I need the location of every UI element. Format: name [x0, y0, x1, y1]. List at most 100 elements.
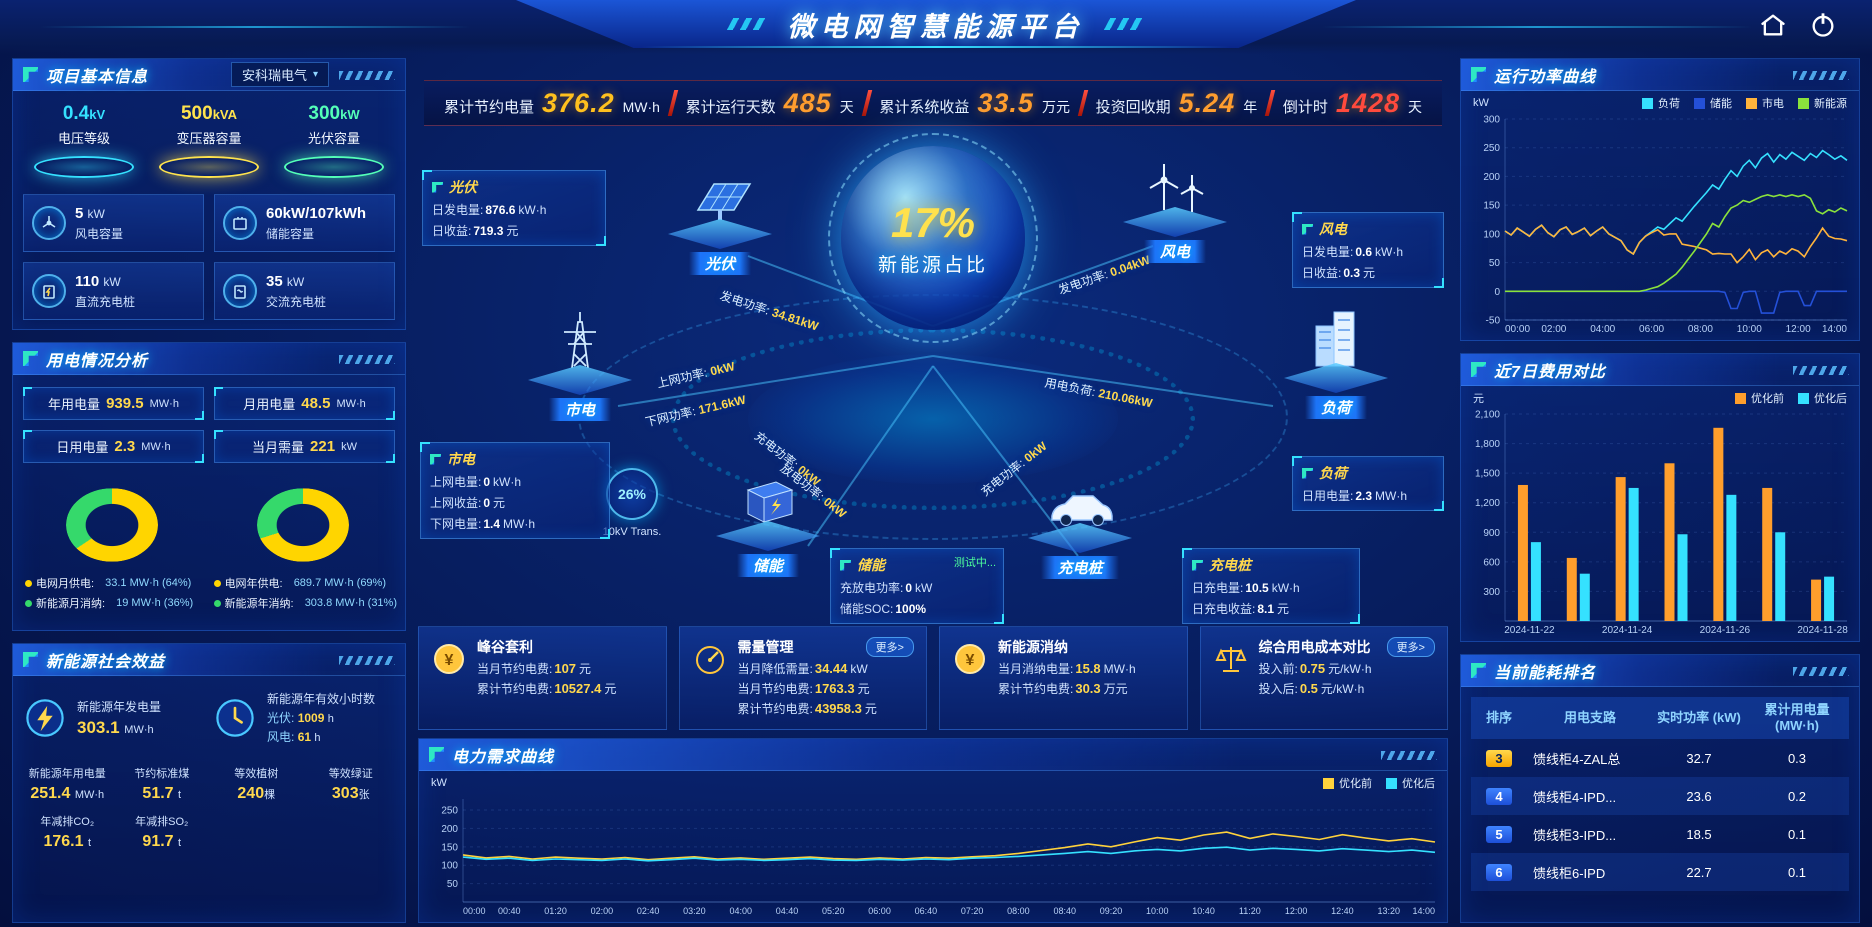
svg-text:02:00: 02:00 — [591, 906, 614, 916]
card-row: 当月降低需量: 34.44 kW — [738, 660, 915, 677]
infobox-storage-title: 储能 — [840, 555, 994, 575]
row-value: 100% — [895, 602, 927, 616]
row-key: 日充电收益: — [1192, 602, 1256, 616]
metric-cell: 新能源年用电量 251.4 MW·h — [23, 765, 112, 803]
dc-charger-icon — [32, 274, 66, 308]
disc-pv-unit: kW — [340, 107, 360, 122]
svg-text:-50: -50 — [1486, 316, 1501, 327]
cell-power: 18.5 — [1686, 826, 1712, 842]
row-unit: 元 — [864, 702, 877, 716]
solar-panel-icon — [696, 183, 752, 220]
node-platform — [1123, 207, 1227, 237]
kpi-value: 33.5 — [977, 87, 1034, 118]
legend-item-before[interactable]: 优化前 — [1735, 390, 1784, 406]
cell-branch: 馈线柜4-IPD... — [1533, 789, 1617, 805]
row-unit: 元 — [1363, 266, 1376, 280]
legend-item-storage[interactable]: 储能 — [1694, 95, 1732, 111]
kpi-unit: 天 — [839, 98, 854, 115]
svg-text:0: 0 — [1494, 287, 1500, 298]
svg-text:¥: ¥ — [966, 652, 975, 669]
metric-label: 等效植树 — [234, 768, 279, 780]
svg-text:02:40: 02:40 — [637, 906, 660, 916]
row-key: 当月消纳电量: — [998, 662, 1074, 676]
power-button[interactable] — [1808, 11, 1838, 41]
company-select[interactable]: 安科瑞电气 ▾ — [230, 62, 329, 87]
svg-text:12:00: 12:00 — [1786, 324, 1811, 335]
svg-text:250: 250 — [1483, 143, 1500, 154]
cell-power: 23.6 — [1686, 788, 1712, 804]
col-header-branch: 用电支路 — [1563, 709, 1616, 725]
table-row[interactable]: 6 馈线柜6-IPD 22.7 0.1 — [1471, 853, 1849, 891]
legend-label: 新能源年消纳: — [224, 598, 294, 610]
row-key: 日收益: — [432, 224, 472, 238]
row-key: 累计节约电费: — [998, 682, 1074, 696]
legend-label: 优化前 — [1339, 778, 1372, 790]
more-button[interactable]: 更多> — [865, 637, 914, 657]
card-title: 需量管理 — [737, 639, 794, 655]
cell-energy: 0.3 — [1787, 750, 1807, 766]
infobox-grid-title: 市电 — [430, 449, 600, 469]
kpi-system-revenue: 累计系统收益 33.5 万元 — [873, 88, 1076, 119]
legend-item-load[interactable]: 负荷 — [1642, 95, 1680, 111]
app-header: 微电网智慧能源平台 — [0, 0, 1872, 54]
legend-item-renewable[interactable]: 新能源 — [1798, 95, 1847, 111]
panel-power-header: 运行功率曲线 — [1461, 59, 1859, 91]
building-icon — [1315, 311, 1355, 367]
table-row[interactable]: 5 馈线柜3-IPD... 18.5 0.1 — [1471, 815, 1849, 853]
infobox-title-text: 充电桩 — [1209, 557, 1251, 573]
row-value: 0 — [483, 475, 491, 489]
stat-day-usage: 日用电量 2.3 MW·h — [23, 430, 204, 463]
stat-value: 35 — [266, 272, 283, 290]
stat-unit: MW·h — [149, 397, 179, 410]
panel-title-demand: 电力需求曲线 — [452, 748, 555, 766]
legend-line: 新能源年消纳: 303.8 MW·h (31%) — [213, 595, 397, 611]
kpi-unit: 天 — [1408, 98, 1422, 115]
legend-value: 33.1 MW·h (64%) — [105, 577, 192, 589]
card-row: 投入前: 0.75 元/kW·h — [1259, 660, 1436, 677]
rank-badge: 6 — [1486, 863, 1512, 881]
coin-icon: ¥ — [952, 637, 988, 719]
marker-icon — [432, 181, 443, 193]
svg-text:900: 900 — [1483, 528, 1500, 539]
infobox-row: 下网电量: 1.4 MW·h — [430, 515, 600, 532]
table-row[interactable]: 4 馈线柜4-IPD... 23.6 0.2 — [1471, 777, 1849, 815]
legend-item-after[interactable]: 优化后 — [1798, 390, 1847, 406]
stat-dc-charger: 110 kW 直流充电桩 — [23, 262, 204, 320]
ranking-table-header: 排序 用电支路 实时功率 (kW) 累计用电量 (MW·h) — [1471, 697, 1849, 739]
title-banner: 微电网智慧能源平台 — [516, 0, 1356, 48]
panel-title-benefits: 新能源社会效益 — [46, 653, 166, 671]
donut-month: 电网月供电: 33.1 MW·h (64%) 新能源月消纳: 19 MW·h (… — [21, 479, 204, 611]
legend-item-after[interactable]: 优化后 — [1386, 775, 1435, 791]
row-unit: kW·h — [518, 203, 547, 217]
ranking-table: 排序 用电支路 实时功率 (kW) 累计用电量 (MW·h) 3 馈线柜4-ZA… — [1471, 697, 1849, 891]
card-row: 当月消纳电量: 15.8 MW·h — [998, 660, 1175, 677]
disc-glow — [159, 156, 259, 178]
cell-branch: 馈线柜3-IPD... — [1533, 827, 1617, 843]
kpi-divider — [1077, 90, 1089, 116]
stat-month-usage: 月用电量 48.5 MW·h — [214, 387, 395, 420]
home-button[interactable] — [1758, 11, 1788, 41]
table-row[interactable]: 3 馈线柜4-ZAL总 32.7 0.3 — [1471, 739, 1849, 777]
marker-icon — [1302, 223, 1313, 235]
legend-dot — [25, 579, 32, 587]
metric-label: 年减排CO₂ — [40, 816, 95, 828]
col-header-power: 实时功率 (kW) — [1657, 709, 1741, 725]
row-key: 储能SOC: — [840, 602, 894, 616]
marker-icon — [840, 559, 851, 571]
node-platform — [1284, 363, 1388, 393]
stat-unit: MW·h — [141, 440, 171, 453]
legend-item-before[interactable]: 优化前 — [1323, 775, 1372, 791]
legend-line: 新能源月消纳: 19 MW·h (36%) — [25, 595, 204, 611]
card-peak-valley: ¥ 峰谷套利 当月节约电费: 107 元 累计节约电费: 10527.4 元 — [418, 626, 667, 730]
row-unit: 元 — [1277, 602, 1290, 616]
legend-item-grid[interactable]: 市电 — [1746, 95, 1784, 111]
stat-storage-capacity: 60kW/107kWh 储能容量 — [214, 194, 395, 252]
rank-badge: 5 — [1486, 825, 1512, 843]
infobox-row: 上网收益: 0 元 — [430, 494, 600, 511]
disc-transformer-value: 500 — [180, 103, 213, 124]
row-key: 充放电功率: — [840, 581, 904, 595]
more-button[interactable]: 更多> — [1386, 637, 1435, 657]
row-value: 34.44 — [814, 661, 848, 676]
stat-label: 当月需量 — [252, 440, 305, 455]
